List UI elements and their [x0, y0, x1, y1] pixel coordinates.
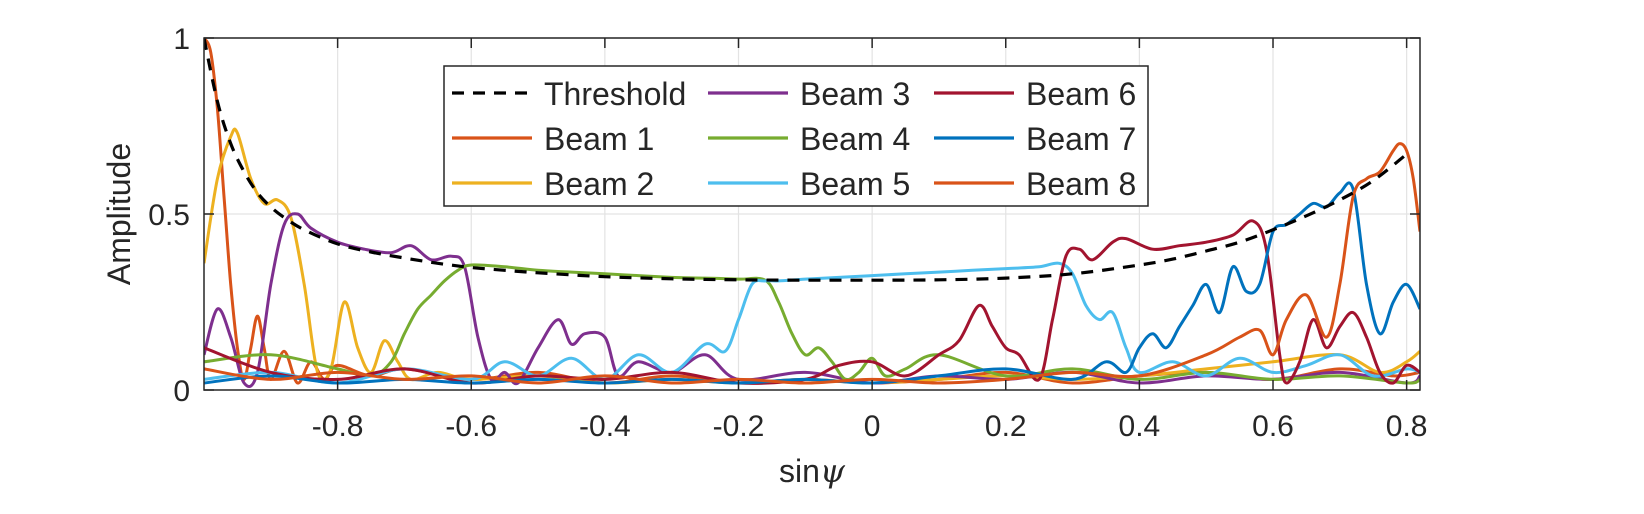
x-tick-label: 0.2: [985, 410, 1027, 443]
x-tick-label: -0.8: [312, 410, 364, 443]
axis-labels: sinψ Amplitude: [101, 143, 846, 490]
legend-label-beam-6: Beam 6: [1026, 76, 1136, 112]
legend-label-beam-7: Beam 7: [1026, 121, 1136, 157]
x-axis-label-italic: ψ: [820, 452, 846, 490]
series-line-beam-6: [204, 219, 1420, 385]
x-axis-label: sinψ: [779, 452, 846, 490]
legend-label-beam-4: Beam 4: [800, 121, 910, 157]
legend-box: [443, 65, 1149, 207]
series-line-beam-8: [204, 142, 1420, 385]
x-tick-label: 0: [864, 410, 881, 443]
x-tick-label: -0.2: [713, 410, 765, 443]
y-tick-label: 0: [173, 375, 190, 408]
series-line-beam-7: [204, 181, 1420, 385]
y-tick-label: 1: [173, 23, 190, 56]
axis-ticks: -0.8 -0.6 -0.4 -0.2 0 0.2 0.4 0.6 0.8 0 0.5 1: [148, 23, 1427, 443]
series-line-beam-5: [204, 261, 1420, 385]
y-axis-label: Amplitude: [101, 143, 137, 285]
legend-label-beam-1: Beam 1: [544, 121, 654, 157]
legend-label-beam-8: Beam 8: [1026, 166, 1136, 202]
series-line-beam-4: [204, 263, 1420, 385]
x-axis-label-plain: sin: [779, 453, 820, 489]
legend-label-beam-3: Beam 3: [800, 76, 910, 112]
legend: Threshold Beam 1 Beam 2 Beam 3 Beam 4 Beam 5 B…: [443, 65, 1149, 207]
x-tick-label: 0.4: [1119, 410, 1161, 443]
series-line-threshold: [204, 37, 1408, 282]
x-tick-label: -0.4: [579, 410, 631, 443]
y-tick-label: 0.5: [148, 199, 190, 232]
x-tick-label: -0.6: [445, 410, 497, 443]
x-tick-label: 0.8: [1386, 410, 1428, 443]
legend-label-beam-2: Beam 2: [544, 166, 654, 202]
series-group: [204, 37, 1420, 388]
legend-label-beam-5: Beam 5: [800, 166, 910, 202]
series-line-beam-2: [204, 127, 1420, 385]
legend-label-threshold: Threshold: [544, 76, 686, 112]
x-tick-label: 0.6: [1252, 410, 1294, 443]
